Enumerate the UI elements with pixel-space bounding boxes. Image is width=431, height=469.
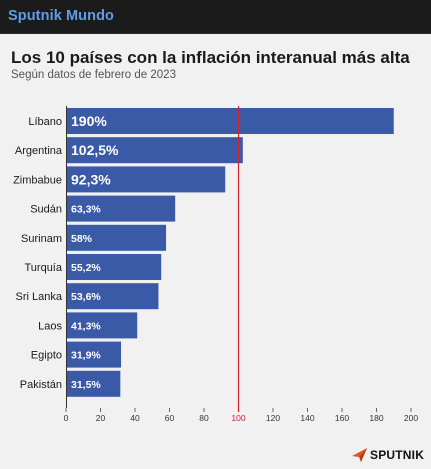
bar bbox=[66, 224, 167, 251]
bar bbox=[66, 137, 243, 164]
bar-value-label: 31,5% bbox=[71, 379, 101, 391]
bar-value-label: 41,3% bbox=[71, 320, 101, 332]
chart-title: Los 10 países con la inflación interanua… bbox=[11, 48, 410, 67]
x-tick-label: 20 bbox=[96, 413, 106, 423]
category-label: Laos bbox=[38, 320, 62, 332]
category-label: Pakistán bbox=[20, 379, 62, 391]
app-title[interactable]: Sputnik Mundo bbox=[8, 8, 115, 24]
bar-value-label: 58% bbox=[71, 233, 93, 245]
bar bbox=[66, 195, 176, 222]
category-label: Sri Lanka bbox=[16, 291, 63, 303]
x-tick-label: 60 bbox=[165, 413, 175, 423]
sputnik-logo: SPUTNIK bbox=[351, 447, 424, 463]
bar-value-label: 63,3% bbox=[71, 204, 101, 216]
bar-value-label: 55,2% bbox=[71, 262, 101, 274]
bar-value-label: 31,9% bbox=[71, 350, 101, 362]
category-label: Turquía bbox=[24, 262, 62, 274]
x-tick-label: 160 bbox=[335, 413, 349, 423]
bar bbox=[66, 370, 121, 397]
category-label: Egipto bbox=[31, 350, 62, 362]
bar-value-label: 190% bbox=[71, 113, 107, 129]
x-tick-label: 120 bbox=[266, 413, 280, 423]
x-tick-label: 140 bbox=[300, 413, 314, 423]
x-tick-label: 100 bbox=[231, 413, 245, 423]
chart-subtitle: Según datos de febrero de 2023 bbox=[11, 69, 176, 81]
bar bbox=[66, 166, 226, 193]
x-tick-label: 80 bbox=[199, 413, 209, 423]
sputnik-logo-text: SPUTNIK bbox=[370, 448, 425, 462]
x-tick-label: 40 bbox=[130, 413, 140, 423]
bar bbox=[66, 283, 159, 310]
bar bbox=[66, 254, 162, 280]
bar bbox=[66, 108, 394, 134]
x-tick-label: 0 bbox=[64, 413, 69, 423]
bar bbox=[66, 312, 138, 339]
x-tick-label: 200 bbox=[404, 413, 418, 423]
category-label: Argentina bbox=[15, 145, 63, 157]
sputnik-star-icon bbox=[352, 448, 367, 462]
x-tick-label: 180 bbox=[369, 413, 383, 423]
bar-value-label: 102,5% bbox=[71, 142, 119, 158]
category-label: Surinam bbox=[21, 233, 62, 245]
bar-value-label: 53,6% bbox=[71, 291, 101, 303]
category-label: Zimbabue bbox=[13, 174, 62, 186]
category-label: Sudán bbox=[30, 204, 62, 216]
bar-value-label: 92,3% bbox=[71, 171, 111, 187]
category-label: Líbano bbox=[28, 116, 62, 128]
app-bar: Sputnik Mundo bbox=[0, 0, 431, 34]
bar bbox=[66, 341, 122, 368]
